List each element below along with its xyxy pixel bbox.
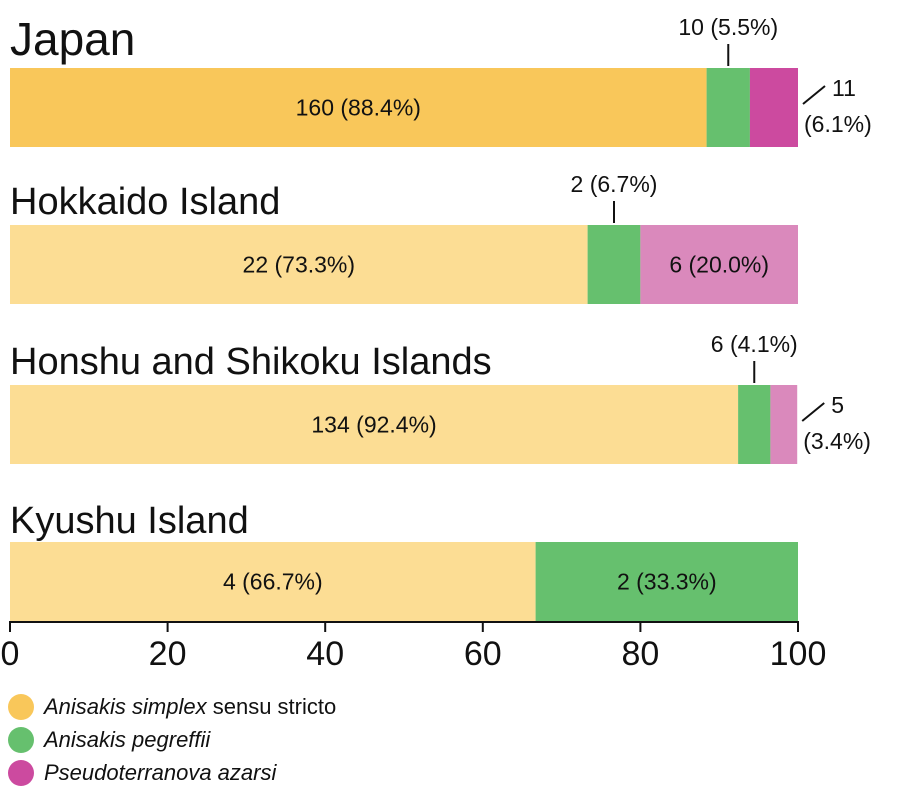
- group-title: Hokkaido Island: [10, 181, 280, 223]
- group-title: Honshu and Shikoku Islands: [10, 341, 492, 383]
- data-label: 5: [831, 392, 844, 418]
- bar-segment: [10, 385, 739, 464]
- legend: Anisakis simplex sensu stricto Anisakis …: [8, 690, 336, 789]
- x-tick-label: 80: [621, 635, 659, 673]
- data-label: (3.4%): [803, 428, 871, 454]
- bar-segment: [738, 385, 771, 464]
- legend-swatch: [8, 759, 34, 786]
- legend-label: Anisakis simplex sensu stricto: [44, 693, 337, 719]
- group-title: Japan: [10, 13, 135, 65]
- bar-segment: [10, 68, 707, 147]
- x-tick-label: 60: [464, 635, 502, 673]
- label-leader-line: [801, 402, 825, 422]
- data-label: 6 (20.0%): [669, 252, 769, 278]
- bar-segment: [587, 225, 641, 304]
- legend-label: Pseudoterranova azarsi: [44, 759, 277, 785]
- data-label: 134 (92.4%): [311, 412, 436, 438]
- data-label: (6.1%): [804, 111, 872, 137]
- stacked-bar-chart: Japan 160 (88.4%) 10 (5.5%) 11 (6.1%) Hokkaid…: [1, 13, 872, 673]
- data-label: 4 (66.7%): [223, 569, 323, 595]
- bar-segment: [640, 225, 798, 304]
- label-leader-line: [802, 85, 826, 105]
- data-label: 22 (73.3%): [243, 252, 356, 278]
- legend-item: Pseudoterranova azarsi: [8, 756, 336, 789]
- bar-segment: [10, 225, 588, 304]
- x-tick-label: 40: [306, 635, 344, 673]
- legend-item: Anisakis pegreffii: [8, 723, 336, 756]
- x-tick-label: 100: [770, 635, 827, 673]
- bar-segment: [706, 68, 750, 147]
- bar-segment: [749, 68, 798, 147]
- group-title: Kyushu Island: [10, 500, 249, 542]
- x-tick-label: 0: [1, 635, 20, 673]
- legend-swatch: [8, 726, 34, 753]
- legend-label: Anisakis pegreffii: [44, 726, 211, 752]
- x-tick-label: 20: [149, 635, 187, 673]
- data-label: 2 (33.3%): [617, 569, 717, 595]
- data-label: 2 (6.7%): [571, 171, 658, 197]
- bar-segment: [770, 385, 798, 464]
- data-label: 10 (5.5%): [678, 14, 778, 40]
- data-label: 11: [832, 75, 856, 101]
- data-label: 160 (88.4%): [296, 95, 421, 121]
- legend-item: Anisakis simplex sensu stricto: [8, 690, 336, 723]
- bar-segment: [535, 542, 798, 621]
- data-label: 6 (4.1%): [711, 331, 798, 357]
- bar-segment: [10, 542, 536, 621]
- legend-swatch: [8, 693, 34, 720]
